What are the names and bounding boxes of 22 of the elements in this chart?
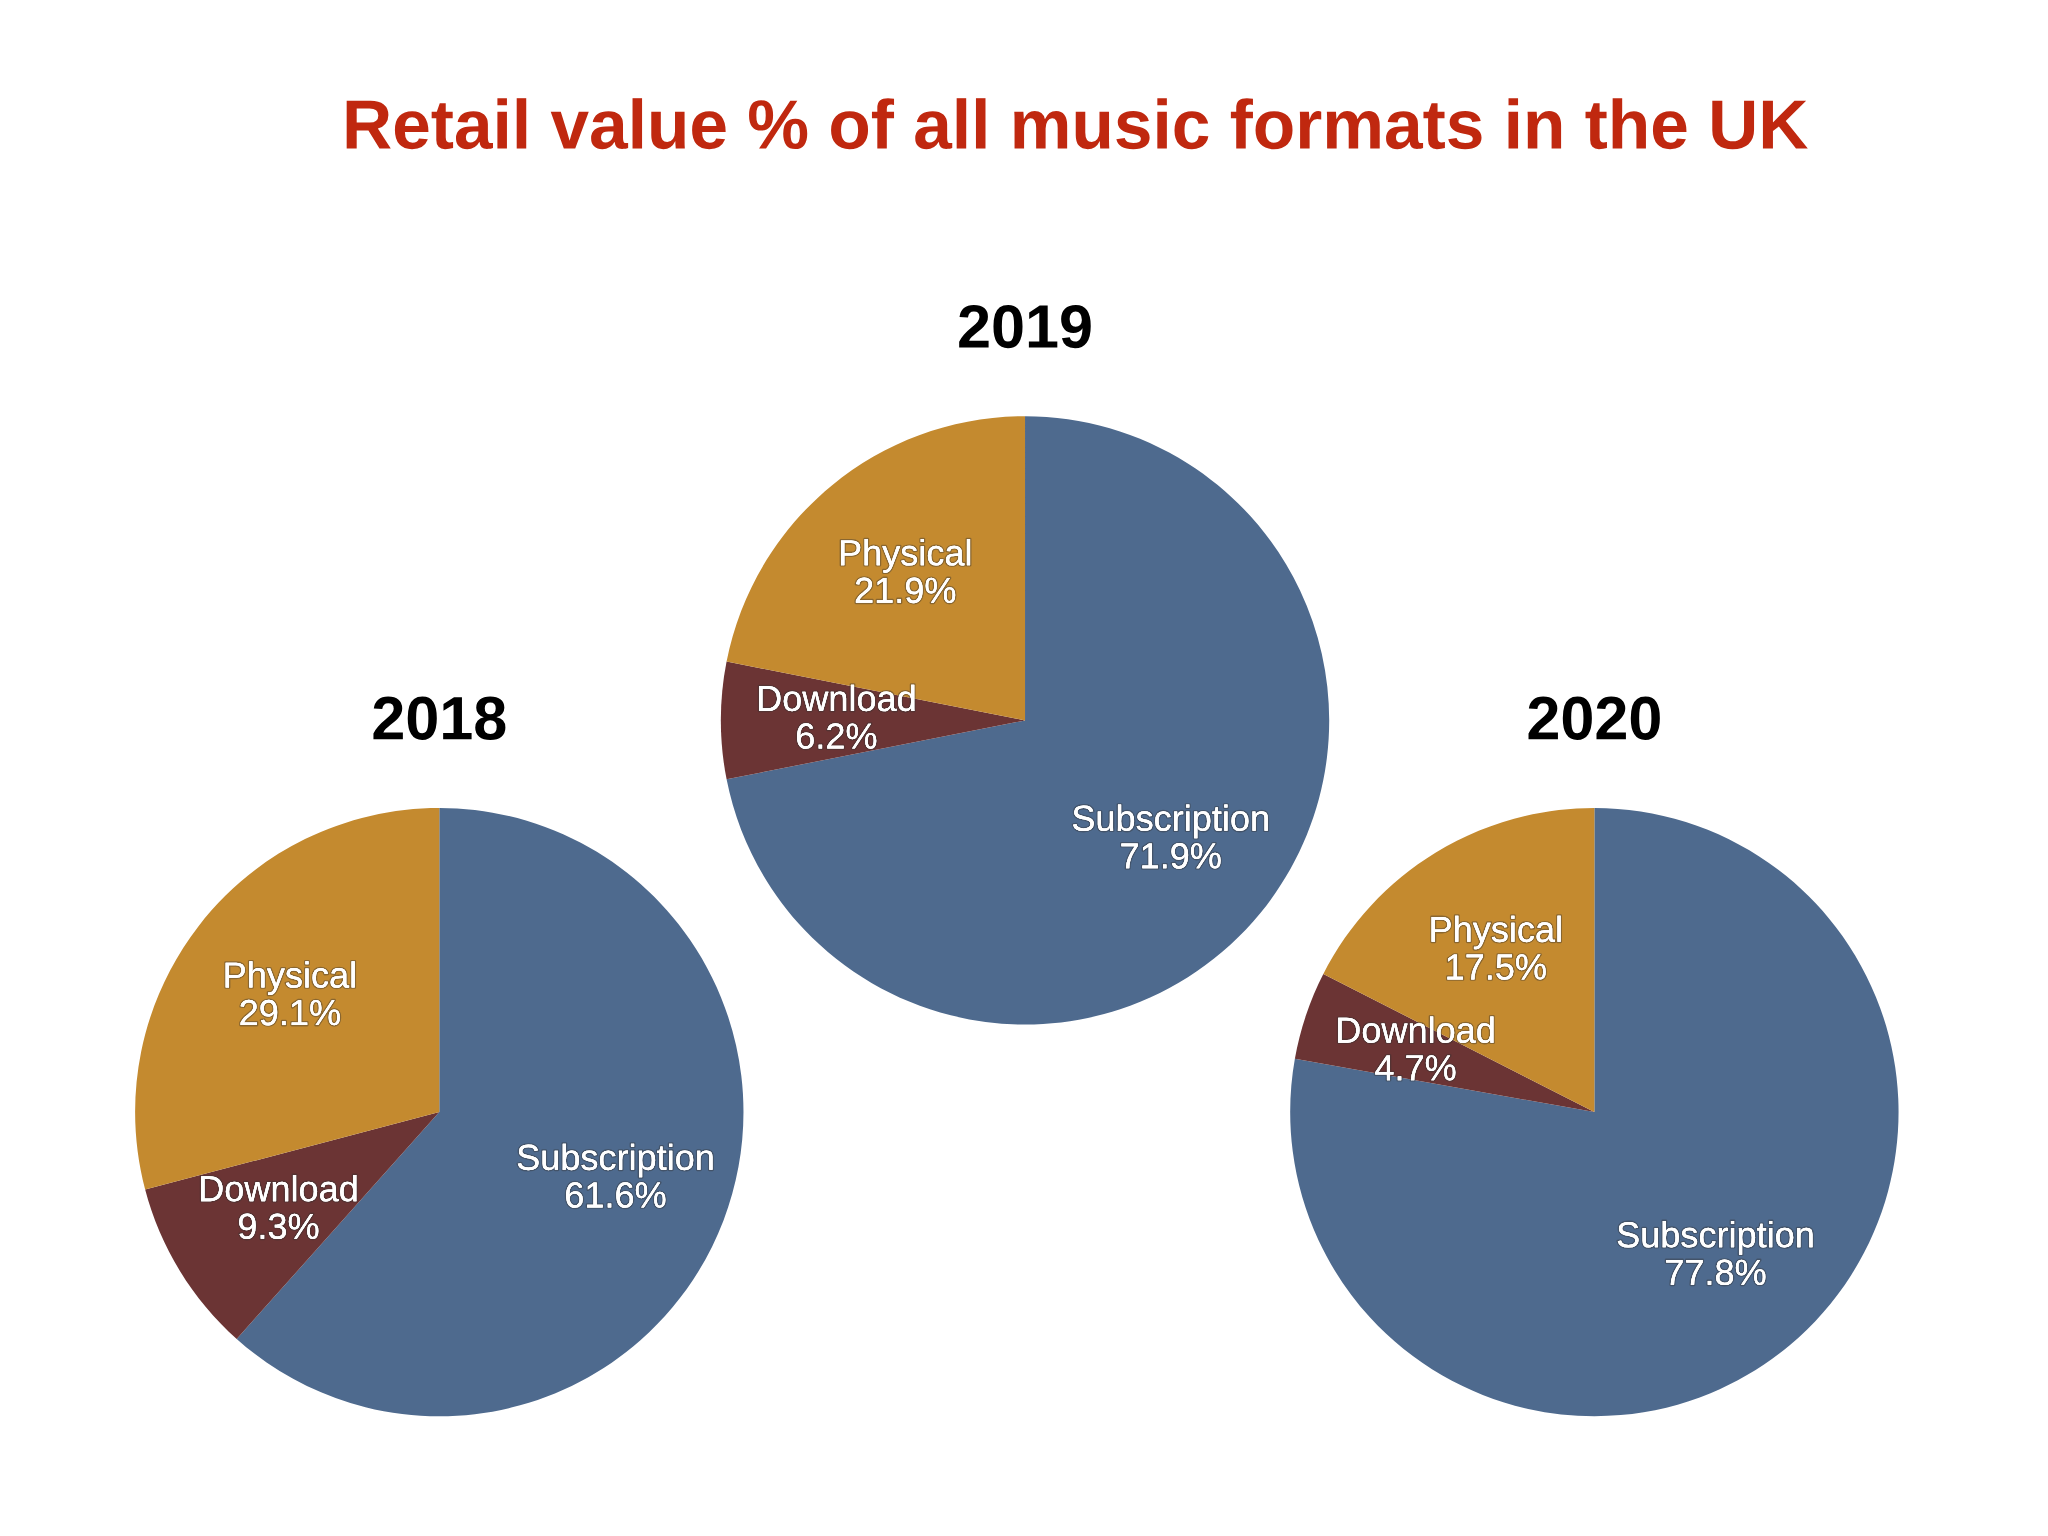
chart-title: 2020 bbox=[1528, 696, 1660, 740]
slice-label: Physical bbox=[841, 539, 971, 573]
slice-label: Download bbox=[201, 1174, 357, 1202]
data-label: 71.9% bbox=[1121, 843, 1221, 869]
data-label: 29.1% bbox=[240, 999, 340, 1026]
data-label: 21.9% bbox=[855, 577, 956, 604]
chart-title: 2019 bbox=[959, 304, 1091, 349]
data-label: 17.5% bbox=[1447, 954, 1546, 980]
data-label: 61.6% bbox=[566, 1182, 666, 1208]
data-label: 9.3% bbox=[239, 1213, 319, 1240]
slice-label: Physical bbox=[225, 961, 355, 995]
slice-label: Subscription bbox=[517, 1143, 713, 1178]
slice-label: Download bbox=[1338, 1016, 1494, 1043]
text: Retail value % of all music formats in the UK bbox=[346, 98, 1808, 150]
data-label: 6.2% bbox=[797, 723, 877, 749]
data-label: 77.8% bbox=[1666, 1259, 1766, 1286]
data-label: 4.7% bbox=[1375, 1055, 1456, 1081]
slice-label: Subscription bbox=[1073, 804, 1268, 839]
slice-label: Subscription bbox=[1617, 1221, 1813, 1255]
chart-title: 2018 bbox=[373, 696, 506, 740]
slice-label: Physical bbox=[1431, 915, 1561, 950]
slice-label: Download bbox=[759, 684, 915, 712]
